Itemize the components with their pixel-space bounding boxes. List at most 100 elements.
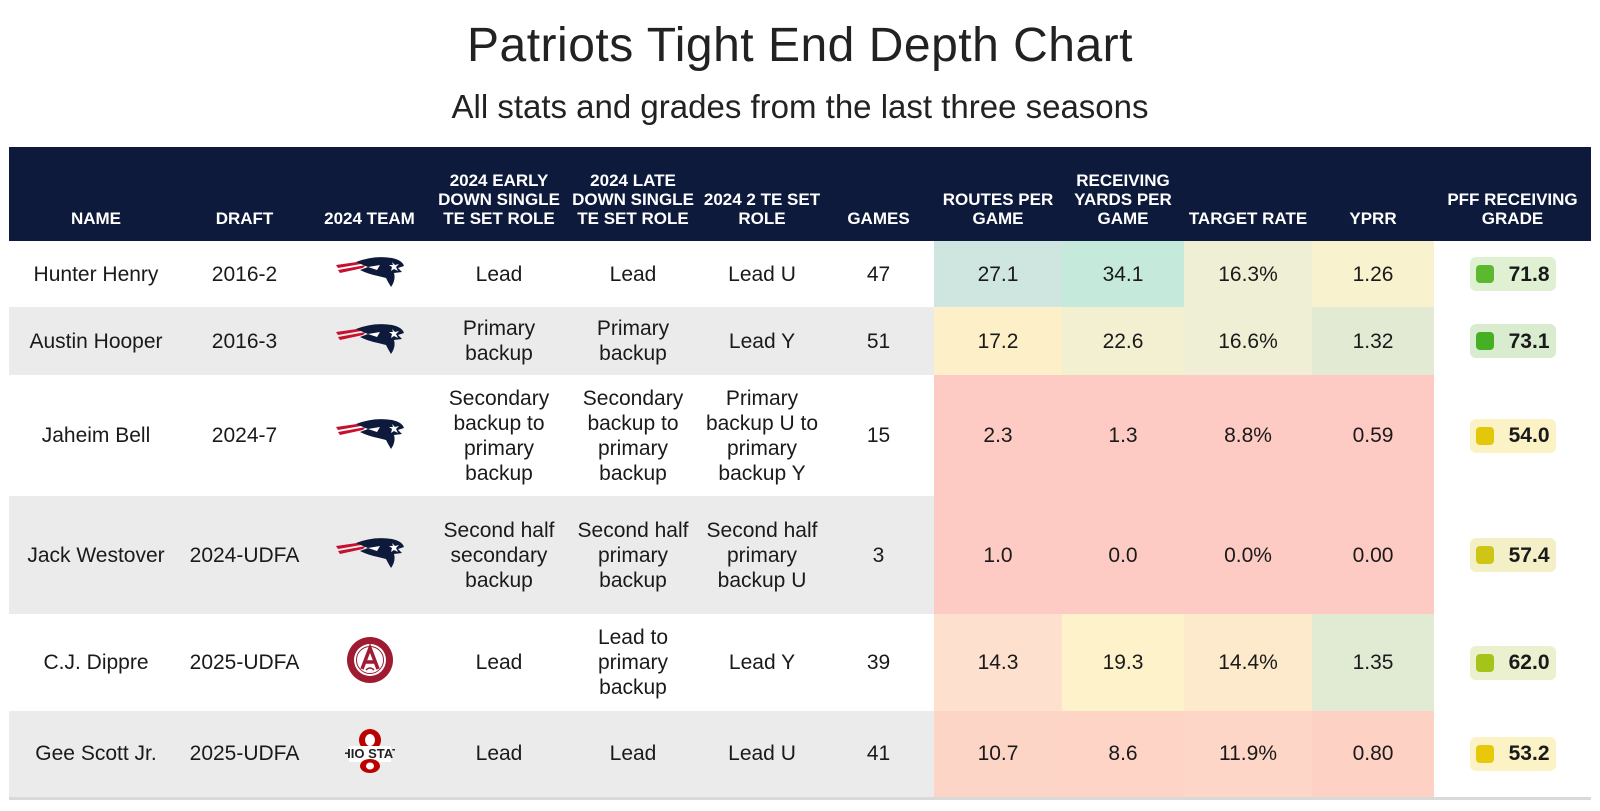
games-value: 3 <box>823 496 934 614</box>
two-te-role: Lead U <box>701 711 823 800</box>
early-down-role: Lead <box>433 614 565 711</box>
col-header-late-role: 2024 LATE DOWN SINGLE TE SET ROLE <box>565 147 701 241</box>
grade-color-icon <box>1475 426 1494 445</box>
grade-value: 54.0 <box>1508 424 1550 447</box>
grade-color-icon <box>1475 744 1494 763</box>
ohio-state-logo-icon: OHIO STATE <box>331 726 409 782</box>
games-value: 41 <box>823 711 934 800</box>
grade-color-icon <box>1475 332 1494 350</box>
grade-color-icon <box>1475 265 1494 283</box>
draft-value: 2016-3 <box>183 307 306 375</box>
routes-value: 1.0 <box>934 496 1062 614</box>
late-down-role: Second half primary backup <box>565 496 701 614</box>
early-down-role: Primary backup <box>433 307 565 375</box>
games-value: 51 <box>823 307 934 375</box>
col-header-target: TARGET RATE <box>1184 147 1312 241</box>
late-down-role: Lead to primary backup <box>565 614 701 711</box>
grade-badge: 57.4 <box>1469 538 1556 572</box>
draft-value: 2024-UDFA <box>183 496 306 614</box>
routes-value: 10.7 <box>934 711 1062 800</box>
target-rate-value: 16.6% <box>1184 307 1312 375</box>
routes-value: 2.3 <box>934 375 1062 496</box>
grade-cell: 71.8 <box>1434 241 1591 307</box>
yards-value: 22.6 <box>1062 307 1184 375</box>
two-te-role: Second half primary backup U <box>701 496 823 614</box>
yards-value: 0.0 <box>1062 496 1184 614</box>
grade-badge: 71.8 <box>1469 257 1556 291</box>
target-rate-value: 8.8% <box>1184 375 1312 496</box>
table-row: Hunter Henry 2016-2 Lead Lead Lead U 47 27.1 34… <box>9 241 1591 307</box>
patriots-logo-icon <box>334 319 406 363</box>
games-value: 15 <box>823 375 934 496</box>
grade-value: 57.4 <box>1508 543 1550 567</box>
grade-cell: 54.0 <box>1434 375 1591 496</box>
col-header-team: 2024 TEAM <box>306 147 433 241</box>
page-subtitle: All stats and grades from the last three… <box>451 88 1149 125</box>
col-header-games: GAMES <box>823 147 934 241</box>
grade-color-icon <box>1475 653 1494 672</box>
yprr-value: 0.00 <box>1312 496 1434 614</box>
player-name: Gee Scott Jr. <box>9 711 183 800</box>
grade-value: 53.2 <box>1508 742 1550 766</box>
late-down-role: Lead <box>565 241 701 307</box>
two-te-role: Lead Y <box>701 307 823 375</box>
games-value: 47 <box>823 241 934 307</box>
early-down-role: Lead <box>433 711 565 800</box>
col-header-name: NAME <box>9 147 183 241</box>
draft-value: 2024-7 <box>183 375 306 496</box>
svg-text:OHIO STATE: OHIO STATE <box>345 746 395 761</box>
col-header-yards: RECEIVING YARDS PER GAME <box>1062 147 1184 241</box>
col-header-early-role: 2024 EARLY DOWN SINGLE TE SET ROLE <box>433 147 565 241</box>
depth-chart-table: NAME DRAFT 2024 TEAM 2024 EARLY DOWN SIN… <box>9 147 1591 800</box>
table-row: Jack Westover 2024-UDFA Second half second… <box>9 496 1591 614</box>
grade-badge: 73.1 <box>1469 324 1556 358</box>
routes-value: 17.2 <box>934 307 1062 375</box>
grade-badge: 53.2 <box>1469 736 1556 771</box>
table-row: C.J. Dippre 2025-UDFA Lead Lead to primary … <box>9 614 1591 711</box>
early-down-role: Secondary backup to primary backup <box>433 375 565 496</box>
col-header-two-te-role: 2024 2 TE SET ROLE <box>701 147 823 241</box>
alabama-logo-icon <box>345 635 395 691</box>
player-name: C.J. Dippre <box>9 614 183 711</box>
late-down-role: Lead <box>565 711 701 800</box>
patriots-logo-icon <box>334 533 406 577</box>
yprr-value: 0.80 <box>1312 711 1434 800</box>
col-header-yprr: YPRR <box>1312 147 1434 241</box>
team-cell <box>306 614 433 711</box>
team-cell <box>306 307 433 375</box>
grade-cell: 53.2 <box>1434 711 1591 800</box>
late-down-role: Secondary backup to primary backup <box>565 375 701 496</box>
yards-value: 8.6 <box>1062 711 1184 800</box>
grade-value: 62.0 <box>1508 651 1550 674</box>
team-cell <box>306 375 433 496</box>
routes-value: 27.1 <box>934 241 1062 307</box>
grade-cell: 62.0 <box>1434 614 1591 711</box>
yards-value: 19.3 <box>1062 614 1184 711</box>
yprr-value: 1.32 <box>1312 307 1434 375</box>
grade-badge: 54.0 <box>1469 418 1556 453</box>
early-down-role: Second half secondary backup <box>433 496 565 614</box>
yards-value: 34.1 <box>1062 241 1184 307</box>
grade-color-icon <box>1475 546 1494 564</box>
table-row: Jaheim Bell 2024-7 Secondary backup to pri… <box>9 375 1591 496</box>
draft-value: 2025-UDFA <box>183 614 306 711</box>
team-cell: OHIO STATE <box>306 711 433 800</box>
player-name: Austin Hooper <box>9 307 183 375</box>
patriots-logo-icon <box>334 414 406 458</box>
header-row: NAME DRAFT 2024 TEAM 2024 EARLY DOWN SIN… <box>9 147 1591 241</box>
yprr-value: 1.35 <box>1312 614 1434 711</box>
col-header-routes: ROUTES PER GAME <box>934 147 1062 241</box>
target-rate-value: 16.3% <box>1184 241 1312 307</box>
grade-value: 73.1 <box>1508 329 1550 353</box>
grade-cell: 73.1 <box>1434 307 1591 375</box>
two-te-role: Lead Y <box>701 614 823 711</box>
target-rate-value: 11.9% <box>1184 711 1312 800</box>
player-name: Hunter Henry <box>9 241 183 307</box>
routes-value: 14.3 <box>934 614 1062 711</box>
late-down-role: Primary backup <box>565 307 701 375</box>
two-te-role: Primary backup U to primary backup Y <box>701 375 823 496</box>
early-down-role: Lead <box>433 241 565 307</box>
player-name: Jaheim Bell <box>9 375 183 496</box>
table-row: Gee Scott Jr.2025-UDFAOHIO STATELeadLead… <box>9 711 1591 800</box>
team-cell <box>306 496 433 614</box>
